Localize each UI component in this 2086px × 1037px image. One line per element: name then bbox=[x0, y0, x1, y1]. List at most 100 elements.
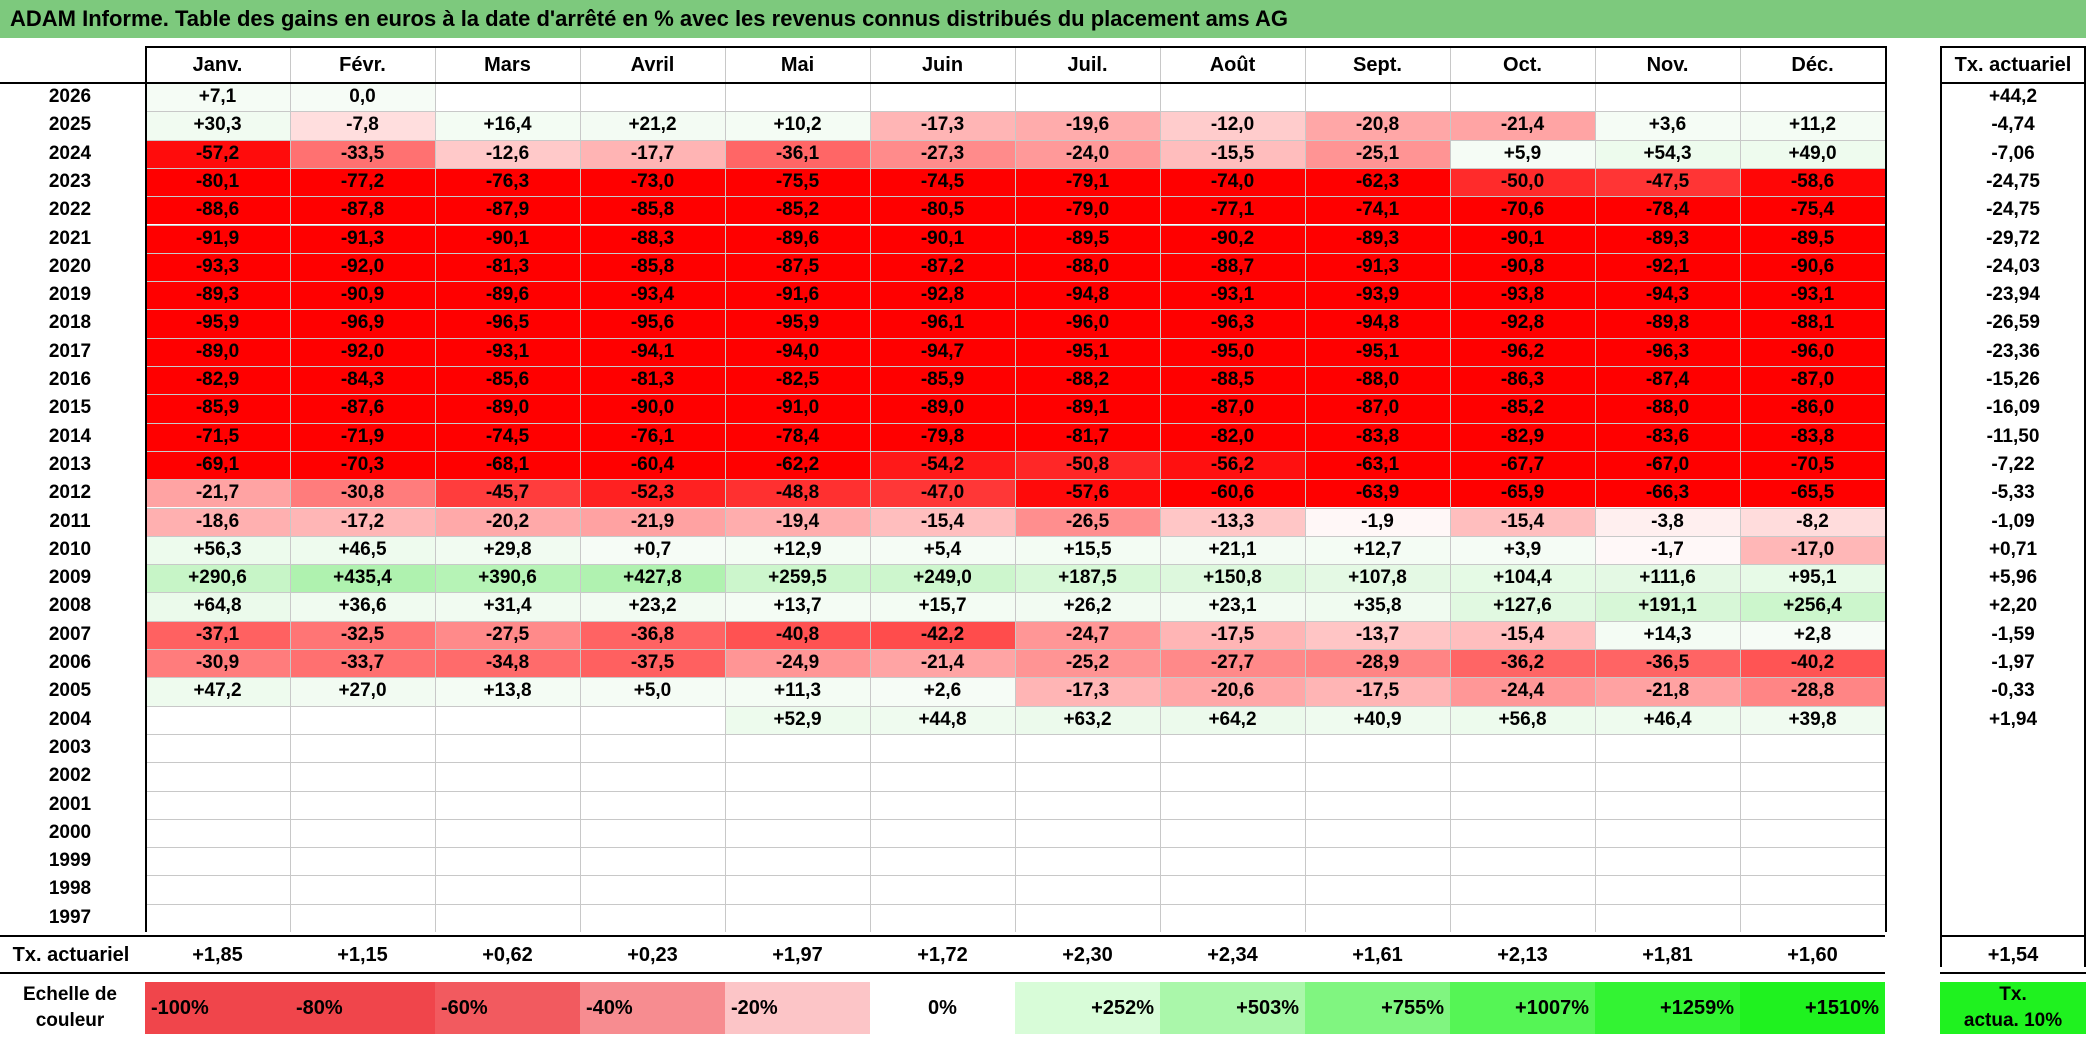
table-border bbox=[1940, 82, 2086, 84]
footer-rate-cell: +1,97 bbox=[772, 944, 823, 966]
table-border bbox=[2084, 46, 2086, 967]
grid-line bbox=[145, 252, 1885, 254]
color-scale-label-line: Echelle de bbox=[23, 984, 117, 1005]
table-cell: +54,3 bbox=[1595, 139, 1740, 168]
table-cell: +23,2 bbox=[580, 592, 725, 621]
table-cell: -21,8 bbox=[1595, 677, 1740, 706]
grid-line bbox=[145, 507, 1885, 509]
annual-rate-cell: -24,75 bbox=[1986, 199, 2040, 221]
table-cell: +259,5 bbox=[725, 564, 870, 593]
table-cell bbox=[1015, 733, 1160, 763]
table-cell: -87,5 bbox=[725, 252, 870, 282]
table-cell: -89,6 bbox=[725, 224, 870, 253]
table-cell bbox=[1160, 83, 1305, 112]
annual-rate-cell: +0,71 bbox=[1988, 538, 2038, 560]
year-label: 2011 bbox=[49, 510, 91, 532]
table-cell: -90,6 bbox=[1740, 252, 1885, 282]
table-cell: -25,1 bbox=[1305, 139, 1450, 168]
table-cell: -75,5 bbox=[725, 167, 870, 197]
table-cell bbox=[435, 818, 580, 848]
table-cell: -13,3 bbox=[1160, 507, 1305, 536]
table-border bbox=[0, 935, 1885, 937]
table-cell: +27,0 bbox=[290, 677, 435, 706]
table-cell bbox=[1160, 875, 1305, 904]
table-cell: -79,1 bbox=[1015, 167, 1160, 197]
table-cell: -27,5 bbox=[435, 620, 580, 649]
table-cell bbox=[1595, 818, 1740, 848]
table-cell: -33,7 bbox=[290, 649, 435, 678]
table-cell: +13,8 bbox=[435, 677, 580, 706]
annual-rate-cell: -11,50 bbox=[1986, 425, 2040, 447]
grid-line bbox=[145, 733, 1885, 735]
grid-line bbox=[145, 111, 1885, 113]
table-cell: +2,8 bbox=[1740, 620, 1885, 649]
table-cell bbox=[1740, 83, 1885, 112]
table-cell bbox=[1305, 83, 1450, 112]
year-label: 2026 bbox=[48, 86, 92, 107]
table-cell bbox=[145, 818, 290, 848]
table-cell bbox=[435, 733, 580, 763]
table-cell: -37,5 bbox=[580, 649, 725, 678]
table-cell bbox=[725, 903, 870, 932]
table-cell bbox=[580, 818, 725, 848]
color-scale-step: +1007% bbox=[1450, 982, 1595, 1034]
table-cell bbox=[1450, 790, 1595, 819]
annual-rate-cell bbox=[1940, 762, 2086, 790]
table-cell bbox=[1595, 733, 1740, 763]
table-cell bbox=[1595, 83, 1740, 112]
table-cell: -74,1 bbox=[1305, 196, 1450, 225]
table-cell: -17,2 bbox=[290, 507, 435, 536]
table-cell bbox=[435, 875, 580, 904]
table-cell bbox=[1595, 790, 1740, 819]
table-cell: -88,6 bbox=[145, 196, 290, 225]
table-cell: -56,2 bbox=[1160, 450, 1305, 480]
table-cell bbox=[1305, 790, 1450, 819]
table-cell: +49,0 bbox=[1740, 139, 1885, 168]
annual-rate-cell bbox=[1940, 791, 2086, 819]
table-cell: -89,5 bbox=[1740, 224, 1885, 253]
year-label: 2017 bbox=[48, 340, 92, 362]
year-label: 2015 bbox=[48, 397, 92, 419]
table-cell: -96,0 bbox=[1740, 337, 1885, 366]
table-cell bbox=[1305, 847, 1450, 876]
table-cell: +104,4 bbox=[1450, 564, 1595, 593]
table-cell bbox=[580, 875, 725, 904]
table-cell: -17,0 bbox=[1740, 535, 1885, 565]
table-cell: +0,7 bbox=[580, 535, 725, 565]
year-label: 2013 bbox=[48, 453, 92, 475]
table-cell: -87,0 bbox=[1740, 366, 1885, 395]
table-cell bbox=[435, 903, 580, 932]
table-cell: -96,1 bbox=[870, 309, 1015, 338]
table-cell: -95,6 bbox=[580, 309, 725, 338]
table-cell bbox=[435, 790, 580, 819]
table-cell: +31,4 bbox=[435, 592, 580, 621]
table-cell: +5,0 bbox=[580, 677, 725, 706]
table-cell bbox=[580, 903, 725, 932]
table-cell bbox=[1160, 903, 1305, 932]
table-cell bbox=[1595, 762, 1740, 791]
table-cell bbox=[1740, 790, 1885, 819]
table-cell: -48,8 bbox=[725, 479, 870, 508]
table-cell bbox=[290, 903, 435, 932]
table-cell: -81,3 bbox=[580, 366, 725, 395]
annual-rate-cell: -24,75 bbox=[1986, 170, 2040, 192]
table-cell: -3,8 bbox=[1595, 507, 1740, 536]
footer-rate-cell: +1,81 bbox=[1642, 944, 1693, 966]
table-cell: -18,6 bbox=[145, 507, 290, 536]
year-label: 2014 bbox=[48, 425, 92, 447]
table-cell: -89,0 bbox=[435, 394, 580, 423]
table-cell: -21,9 bbox=[580, 507, 725, 536]
table-cell: -71,5 bbox=[145, 422, 290, 451]
table-cell: -20,8 bbox=[1305, 111, 1450, 140]
table-cell: -54,2 bbox=[870, 450, 1015, 480]
table-cell bbox=[1160, 790, 1305, 819]
table-cell bbox=[1595, 875, 1740, 904]
year-label: 2009 bbox=[48, 567, 92, 589]
table-cell: -85,2 bbox=[1450, 394, 1595, 423]
table-cell bbox=[1015, 875, 1160, 904]
table-cell bbox=[145, 875, 290, 904]
footer-rate-cell: +2,30 bbox=[1062, 944, 1113, 966]
table-cell: -21,4 bbox=[870, 649, 1015, 678]
table-cell: -94,8 bbox=[1305, 309, 1450, 338]
table-border bbox=[1940, 46, 2086, 48]
